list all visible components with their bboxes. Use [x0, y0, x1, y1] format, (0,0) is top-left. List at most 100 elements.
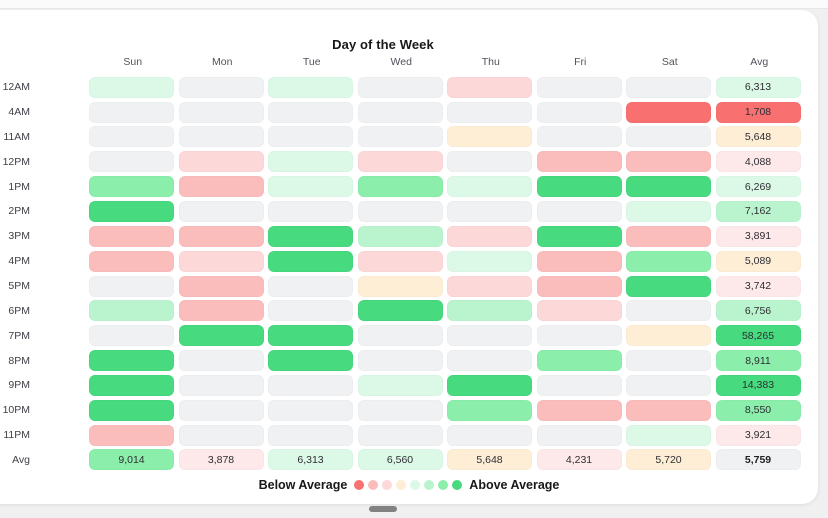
heatmap-cell-12pm-sat[interactable] — [626, 151, 711, 173]
heatmap-cell-4am-sun[interactable] — [89, 101, 174, 123]
heatmap-cell-2pm-wed[interactable] — [357, 200, 443, 222]
avg-cell-avg-sat[interactable]: 5,720 — [626, 449, 711, 471]
heatmap-cell-8pm-mon[interactable] — [178, 350, 264, 372]
heatmap-cell-9pm-thu[interactable] — [447, 374, 532, 396]
heatmap-cell-12pm-tue[interactable] — [268, 151, 353, 173]
heatmap-cell-3pm-sat[interactable] — [626, 225, 711, 247]
heatmap-cell-7pm-tue[interactable] — [268, 325, 353, 347]
avg-cell-6pm-avg[interactable]: 6,756 — [715, 300, 801, 322]
heatmap-cell-11pm-sun[interactable] — [89, 424, 174, 446]
heatmap-cell-11pm-fri[interactable] — [536, 424, 622, 446]
heatmap-cell-11am-wed[interactable] — [357, 126, 443, 148]
heatmap-cell-8pm-thu[interactable] — [447, 350, 532, 372]
heatmap-cell-12pm-sun[interactable] — [89, 151, 174, 173]
avg-cell-4am-avg[interactable]: 1,708 — [715, 101, 801, 123]
heatmap-cell-6pm-tue[interactable] — [268, 300, 353, 322]
avg-cell-avg-mon[interactable]: 3,878 — [178, 449, 264, 471]
heatmap-cell-10pm-fri[interactable] — [536, 399, 622, 421]
heatmap-cell-5pm-tue[interactable] — [268, 275, 353, 297]
heatmap-cell-4am-sat[interactable] — [626, 101, 711, 123]
heatmap-cell-1pm-tue[interactable] — [268, 176, 353, 198]
heatmap-cell-2pm-sat[interactable] — [626, 200, 711, 222]
heatmap-cell-4pm-tue[interactable] — [268, 250, 353, 272]
heatmap-cell-9pm-tue[interactable] — [268, 374, 353, 396]
heatmap-cell-4am-fri[interactable] — [536, 101, 622, 123]
avg-cell-avg-tue[interactable]: 6,313 — [268, 449, 353, 471]
avg-cell-avg-wed[interactable]: 6,560 — [357, 449, 443, 471]
avg-cell-5pm-avg[interactable]: 3,742 — [715, 275, 801, 297]
heatmap-cell-1pm-mon[interactable] — [178, 176, 264, 198]
heatmap-cell-1pm-sun[interactable] — [89, 176, 174, 198]
avg-cell-7pm-avg[interactable]: 58,265 — [715, 325, 801, 347]
heatmap-cell-8pm-sun[interactable] — [89, 350, 174, 372]
heatmap-cell-9pm-mon[interactable] — [178, 374, 264, 396]
heatmap-cell-6pm-fri[interactable] — [536, 300, 622, 322]
heatmap-cell-4pm-sat[interactable] — [626, 250, 711, 272]
heatmap-cell-6pm-sat[interactable] — [626, 300, 711, 322]
heatmap-cell-12pm-fri[interactable] — [536, 151, 622, 173]
heatmap-cell-12am-fri[interactable] — [536, 76, 622, 98]
avg-cell-2pm-avg[interactable]: 7,162 — [715, 200, 801, 222]
horizontal-scrollbar-thumb[interactable] — [369, 506, 397, 512]
avg-cell-avg-sun[interactable]: 9,014 — [89, 449, 174, 471]
heatmap-cell-2pm-sun[interactable] — [89, 200, 174, 222]
heatmap-cell-10pm-sat[interactable] — [626, 399, 711, 421]
heatmap-cell-1pm-fri[interactable] — [536, 176, 622, 198]
heatmap-cell-7pm-sun[interactable] — [89, 325, 174, 347]
heatmap-cell-7pm-fri[interactable] — [536, 325, 622, 347]
heatmap-cell-8pm-fri[interactable] — [536, 350, 622, 372]
heatmap-cell-6pm-sun[interactable] — [89, 300, 174, 322]
heatmap-cell-5pm-fri[interactable] — [536, 275, 622, 297]
heatmap-cell-4pm-fri[interactable] — [536, 250, 622, 272]
heatmap-cell-5pm-wed[interactable] — [357, 275, 443, 297]
heatmap-cell-4pm-sun[interactable] — [89, 250, 174, 272]
heatmap-cell-11am-tue[interactable] — [268, 126, 353, 148]
heatmap-cell-5pm-sun[interactable] — [89, 275, 174, 297]
heatmap-cell-12am-thu[interactable] — [447, 76, 532, 98]
heatmap-cell-6pm-thu[interactable] — [447, 300, 532, 322]
heatmap-cell-12am-wed[interactable] — [357, 76, 443, 98]
heatmap-cell-4am-wed[interactable] — [357, 101, 443, 123]
heatmap-cell-4am-mon[interactable] — [178, 101, 264, 123]
heatmap-cell-5pm-sat[interactable] — [626, 275, 711, 297]
heatmap-cell-12pm-thu[interactable] — [447, 151, 532, 173]
heatmap-cell-6pm-wed[interactable] — [357, 300, 443, 322]
heatmap-cell-9pm-sun[interactable] — [89, 374, 174, 396]
heatmap-cell-2pm-tue[interactable] — [268, 200, 353, 222]
avg-cell-1pm-avg[interactable]: 6,269 — [715, 176, 801, 198]
heatmap-cell-12pm-wed[interactable] — [357, 151, 443, 173]
heatmap-cell-7pm-thu[interactable] — [447, 325, 532, 347]
heatmap-cell-9pm-fri[interactable] — [536, 374, 622, 396]
heatmap-cell-11pm-mon[interactable] — [178, 424, 264, 446]
heatmap-cell-9pm-sat[interactable] — [626, 374, 711, 396]
avg-cell-avg-fri[interactable]: 4,231 — [536, 449, 622, 471]
heatmap-cell-12am-sun[interactable] — [89, 76, 174, 98]
heatmap-cell-3pm-wed[interactable] — [357, 225, 443, 247]
heatmap-cell-3pm-thu[interactable] — [447, 225, 532, 247]
avg-cell-8pm-avg[interactable]: 8,911 — [715, 350, 801, 372]
heatmap-cell-1pm-wed[interactable] — [357, 176, 443, 198]
heatmap-cell-8pm-wed[interactable] — [357, 350, 443, 372]
heatmap-cell-7pm-sat[interactable] — [626, 325, 711, 347]
heatmap-cell-12pm-mon[interactable] — [178, 151, 264, 173]
avg-cell-avg-avg[interactable]: 5,759 — [715, 449, 801, 471]
heatmap-cell-11pm-tue[interactable] — [268, 424, 353, 446]
heatmap-cell-4pm-thu[interactable] — [447, 250, 532, 272]
heatmap-cell-11am-fri[interactable] — [536, 126, 622, 148]
heatmap-cell-10pm-tue[interactable] — [268, 399, 353, 421]
avg-cell-10pm-avg[interactable]: 8,550 — [715, 399, 801, 421]
heatmap-cell-4am-tue[interactable] — [268, 101, 353, 123]
heatmap-cell-12am-tue[interactable] — [268, 76, 353, 98]
heatmap-cell-10pm-wed[interactable] — [357, 399, 443, 421]
heatmap-cell-11pm-thu[interactable] — [447, 424, 532, 446]
heatmap-cell-4pm-wed[interactable] — [357, 250, 443, 272]
heatmap-cell-12am-sat[interactable] — [626, 76, 711, 98]
avg-cell-9pm-avg[interactable]: 14,383 — [715, 374, 801, 396]
heatmap-cell-3pm-sun[interactable] — [89, 225, 174, 247]
avg-cell-12pm-avg[interactable]: 4,088 — [715, 151, 801, 173]
heatmap-cell-11am-mon[interactable] — [178, 126, 264, 148]
heatmap-cell-3pm-mon[interactable] — [178, 225, 264, 247]
heatmap-cell-3pm-fri[interactable] — [536, 225, 622, 247]
heatmap-cell-11am-thu[interactable] — [447, 126, 532, 148]
heatmap-cell-11pm-sat[interactable] — [626, 424, 711, 446]
